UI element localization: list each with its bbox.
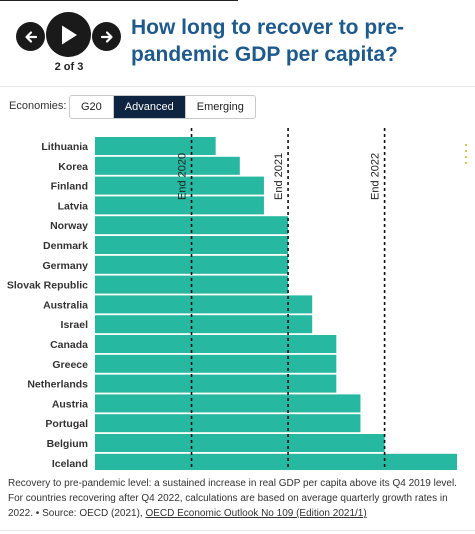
- category-label: Norway: [50, 220, 88, 232]
- bar-belgium[interactable]: [95, 434, 385, 452]
- recovery-bar-chart: Lithuania Korea Finland Latvia Norway Denmark…: [7, 128, 467, 470]
- tab-advanced[interactable]: Advanced: [113, 96, 186, 118]
- category-label: Iceland: [52, 458, 88, 470]
- category-label: Netherlands: [27, 379, 88, 391]
- economies-tabs: G20 Advanced Emerging: [69, 95, 256, 119]
- tab-g20[interactable]: G20: [70, 96, 114, 118]
- footnote-text: Recovery to pre-pandemic level: a sustai…: [8, 478, 457, 519]
- reference-line-label: End 2022: [370, 153, 382, 200]
- slide-navigation: 2 of 3: [14, 10, 124, 76]
- arrow-left-icon: [24, 30, 37, 43]
- bar-israel[interactable]: [95, 315, 313, 334]
- previous-button[interactable]: [16, 22, 45, 51]
- category-label: Israel: [61, 319, 89, 331]
- category-label: Belgium: [47, 438, 88, 450]
- category-label: Denmark: [43, 240, 88, 252]
- reference-line-label: End 2021: [273, 153, 285, 200]
- bar-finland[interactable]: [95, 176, 264, 195]
- category-label: Canada: [50, 339, 88, 351]
- category-label: Latvia: [58, 200, 89, 212]
- arrow-right-icon: [100, 30, 113, 43]
- category-label: Korea: [58, 161, 88, 173]
- bar-canada[interactable]: [95, 335, 337, 353]
- page-title: How long to recover to pre-pandemic GDP …: [131, 16, 405, 66]
- category-label: Lithuania: [41, 141, 88, 153]
- next-button[interactable]: [92, 22, 121, 51]
- bar-germany[interactable]: [95, 255, 289, 274]
- economies-label: Economies:: [9, 100, 67, 112]
- category-label: Finland: [51, 181, 88, 193]
- slide-counter: 2 of 3: [54, 61, 84, 73]
- category-label: Austria: [52, 398, 88, 410]
- bar-portugal[interactable]: [95, 414, 361, 433]
- bar-lithuania[interactable]: [95, 137, 216, 155]
- bar-australia[interactable]: [95, 295, 313, 314]
- category-label: Australia: [43, 299, 88, 311]
- bar-netherlands[interactable]: [95, 374, 337, 393]
- bar-latvia[interactable]: [95, 196, 264, 215]
- play-icon: [61, 25, 77, 44]
- top-rule: [0, 0, 238, 1]
- bar-austria[interactable]: [95, 394, 361, 413]
- category-label: Portugal: [45, 418, 88, 430]
- source-link[interactable]: OECD Economic Outlook No 109 (Edition 20…: [145, 508, 367, 519]
- bar-greece[interactable]: [95, 354, 337, 373]
- footnote: Recovery to pre-pandemic level: a sustai…: [8, 476, 468, 521]
- category-label: Germany: [42, 260, 88, 272]
- header-divider: [0, 86, 475, 87]
- category-label: Slovak Republic: [7, 280, 88, 292]
- bar-korea[interactable]: [95, 156, 240, 175]
- bottom-rule: [0, 530, 475, 531]
- play-button[interactable]: [46, 12, 91, 57]
- tab-emerging[interactable]: Emerging: [185, 96, 255, 118]
- bar-iceland[interactable]: [95, 453, 457, 470]
- reference-line-label: End 2020: [177, 153, 189, 200]
- category-label: Greece: [52, 359, 88, 371]
